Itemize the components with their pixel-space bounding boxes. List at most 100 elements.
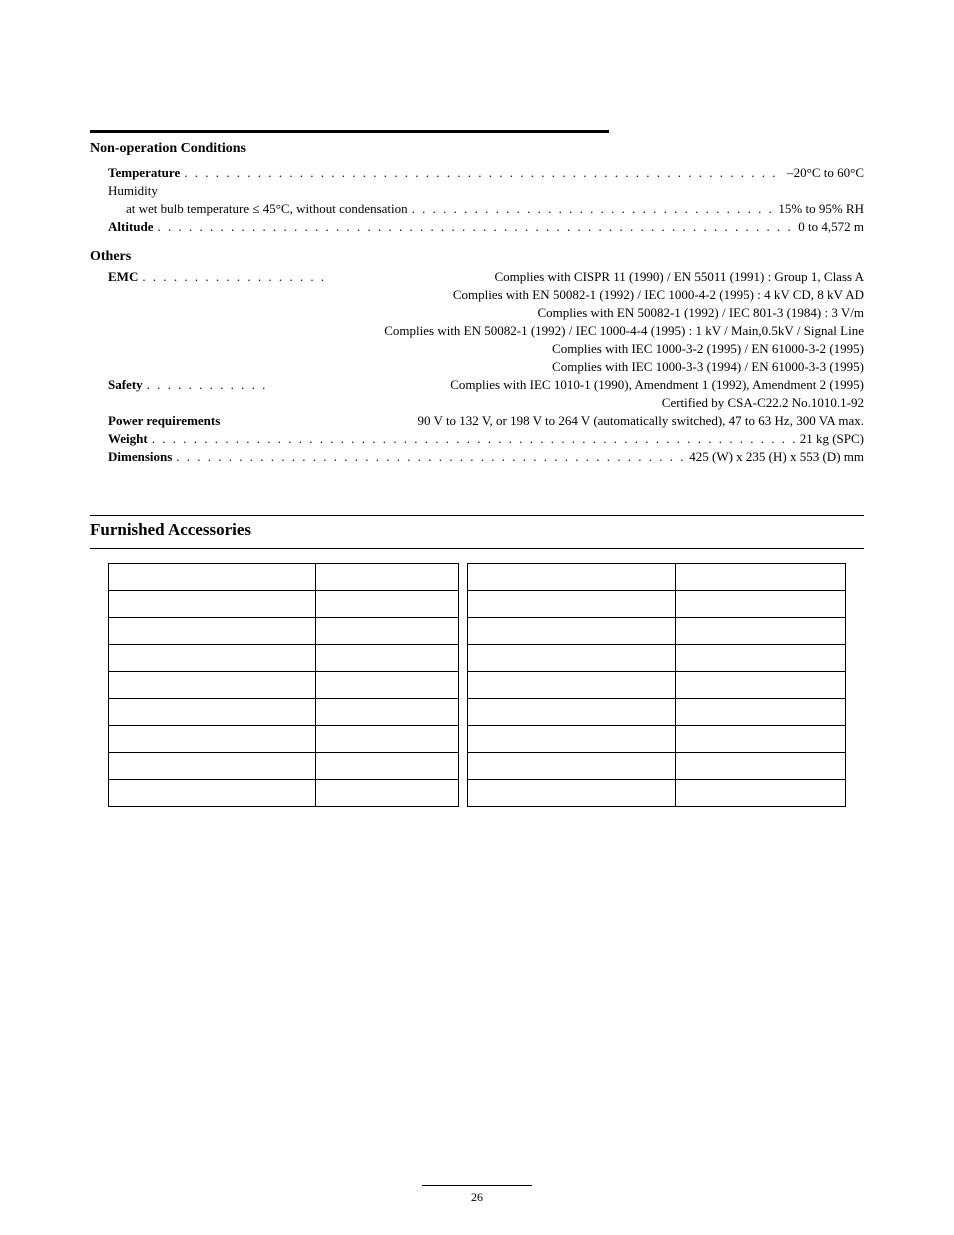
- label-safety: Safety: [108, 377, 147, 393]
- label-temperature: Temperature: [108, 165, 184, 181]
- table-cell: [468, 780, 676, 807]
- table-row: [109, 753, 459, 780]
- table-cell: [109, 726, 316, 753]
- value-altitude: 0 to 4,572 m: [794, 219, 864, 235]
- table-row: [109, 645, 459, 672]
- table-cell: [109, 591, 316, 618]
- table-cell: [468, 591, 676, 618]
- value-temperature: –20°C to 60°C: [783, 165, 864, 181]
- table-cell: [675, 726, 845, 753]
- label-power: Power requirements: [108, 413, 224, 429]
- spec-row-safety: Safety . . . . . . . . . . . . . . . . .…: [108, 377, 864, 393]
- table-cell: [316, 645, 459, 672]
- table-header-cell: [468, 564, 676, 591]
- others-heading: Others: [90, 249, 864, 265]
- table-cell: [316, 699, 459, 726]
- table-cell: [109, 753, 316, 780]
- table-cell: [468, 618, 676, 645]
- spec-row-humidity-cond: at wet bulb temperature ≤ 45°C, without …: [108, 201, 864, 217]
- label-humidity: Humidity: [108, 183, 864, 199]
- table-cell: [675, 591, 845, 618]
- table-cell: [316, 672, 459, 699]
- table-row: [109, 699, 459, 726]
- spec-row-weight: Weight . . . . . . . . . . . . . . . . .…: [108, 431, 864, 447]
- table-row: [468, 753, 846, 780]
- table-cell: [109, 618, 316, 645]
- leader-dots: . . . . . . . . . . . . . . . . . . . . …: [158, 219, 795, 235]
- table-row: [109, 780, 459, 807]
- leader-dots: . . . . . . . . . . . . . . . . . . . . …: [142, 269, 332, 285]
- table-row: [468, 645, 846, 672]
- table-cell: [109, 645, 316, 672]
- table-cell: [468, 672, 676, 699]
- table-cell: [675, 645, 845, 672]
- table-cell: [675, 672, 845, 699]
- spec-row-altitude: Altitude . . . . . . . . . . . . . . . .…: [108, 219, 864, 235]
- accessories-table-left: [108, 563, 459, 807]
- furnished-rule-top: [90, 515, 864, 516]
- label-altitude: Altitude: [108, 219, 158, 235]
- leader-dots: . . . . . . . . . . . . . . . . . . . . …: [176, 449, 685, 465]
- accessories-table-right: [467, 563, 846, 807]
- label-humidity-cond: at wet bulb temperature ≤ 45°C, without …: [126, 201, 412, 217]
- table-row: [109, 672, 459, 699]
- table-cell: [316, 618, 459, 645]
- emc-line-4: Complies with IEC 1000-3-2 (1995) / EN 6…: [108, 341, 864, 357]
- table-cell: [675, 753, 845, 780]
- table-cell: [675, 618, 845, 645]
- section-divider-thick: [90, 130, 609, 133]
- table-cell: [468, 645, 676, 672]
- spec-row-dimensions: Dimensions . . . . . . . . . . . . . . .…: [108, 449, 864, 465]
- value-power: 90 V to 132 V, or 198 V to 264 V (automa…: [236, 413, 864, 429]
- leader-dots: . . . . . . . . . . . . . . . . . . . . …: [152, 431, 796, 447]
- table-row: [468, 726, 846, 753]
- spec-row-temperature: Temperature . . . . . . . . . . . . . . …: [108, 165, 864, 181]
- furnished-rule-bottom: [90, 548, 864, 549]
- accessories-tables: [90, 563, 864, 807]
- table-cell: [316, 591, 459, 618]
- furnished-title: Furnished Accessories: [90, 520, 864, 540]
- value-safety-first: Complies with IEC 1010-1 (1990), Amendme…: [267, 377, 864, 393]
- table-row: [109, 618, 459, 645]
- table-cell: [316, 780, 459, 807]
- leader-dots: . . . . . . . . . . . . . . . . . . . . …: [412, 201, 775, 217]
- table-row: [468, 699, 846, 726]
- table-row: [468, 672, 846, 699]
- nonop-heading: Non-operation Conditions: [90, 141, 864, 157]
- table-cell: [675, 780, 845, 807]
- emc-line-2: Complies with EN 50082-1 (1992) / IEC 80…: [108, 305, 864, 321]
- table-cell: [468, 726, 676, 753]
- table-cell: [675, 699, 845, 726]
- table-row: [109, 591, 459, 618]
- table-header-cell: [109, 564, 316, 591]
- emc-line-1: Complies with EN 50082-1 (1992) / IEC 10…: [108, 287, 864, 303]
- table-cell: [109, 672, 316, 699]
- page-number: 26: [0, 1185, 954, 1205]
- table-cell: [468, 753, 676, 780]
- table-cell: [316, 753, 459, 780]
- emc-line-5: Complies with IEC 1000-3-3 (1994) / EN 6…: [108, 359, 864, 375]
- label-weight: Weight: [108, 431, 152, 447]
- table-header-cell: [675, 564, 845, 591]
- table-cell: [316, 726, 459, 753]
- table-row: [468, 780, 846, 807]
- label-emc: EMC: [108, 269, 142, 285]
- leader-dots: . . . . . . . . . . . . . . . . . . . . …: [147, 377, 267, 393]
- leader-dots: . . . . . . . . . . . . . . . . . . . . …: [184, 165, 783, 181]
- table-cell: [109, 699, 316, 726]
- table-cell: [109, 780, 316, 807]
- table-row: [468, 618, 846, 645]
- table-row: [109, 726, 459, 753]
- spec-row-power: Power requirements 90 V to 132 V, or 198…: [108, 413, 864, 429]
- label-dimensions: Dimensions: [108, 449, 176, 465]
- value-humidity-cond: 15% to 95% RH: [774, 201, 864, 217]
- value-dimensions: 425 (W) x 235 (H) x 553 (D) mm: [685, 449, 864, 465]
- table-cell: [468, 699, 676, 726]
- value-weight: 21 kg (SPC): [796, 431, 864, 447]
- value-emc-first: Complies with CISPR 11 (1990) / EN 55011…: [332, 269, 864, 285]
- emc-line-3: Complies with EN 50082-1 (1992) / IEC 10…: [108, 323, 864, 339]
- table-row: [468, 591, 846, 618]
- spec-row-emc: EMC . . . . . . . . . . . . . . . . . . …: [108, 269, 864, 285]
- table-header-cell: [316, 564, 459, 591]
- safety-line-2: Certified by CSA-C22.2 No.1010.1-92: [108, 395, 864, 411]
